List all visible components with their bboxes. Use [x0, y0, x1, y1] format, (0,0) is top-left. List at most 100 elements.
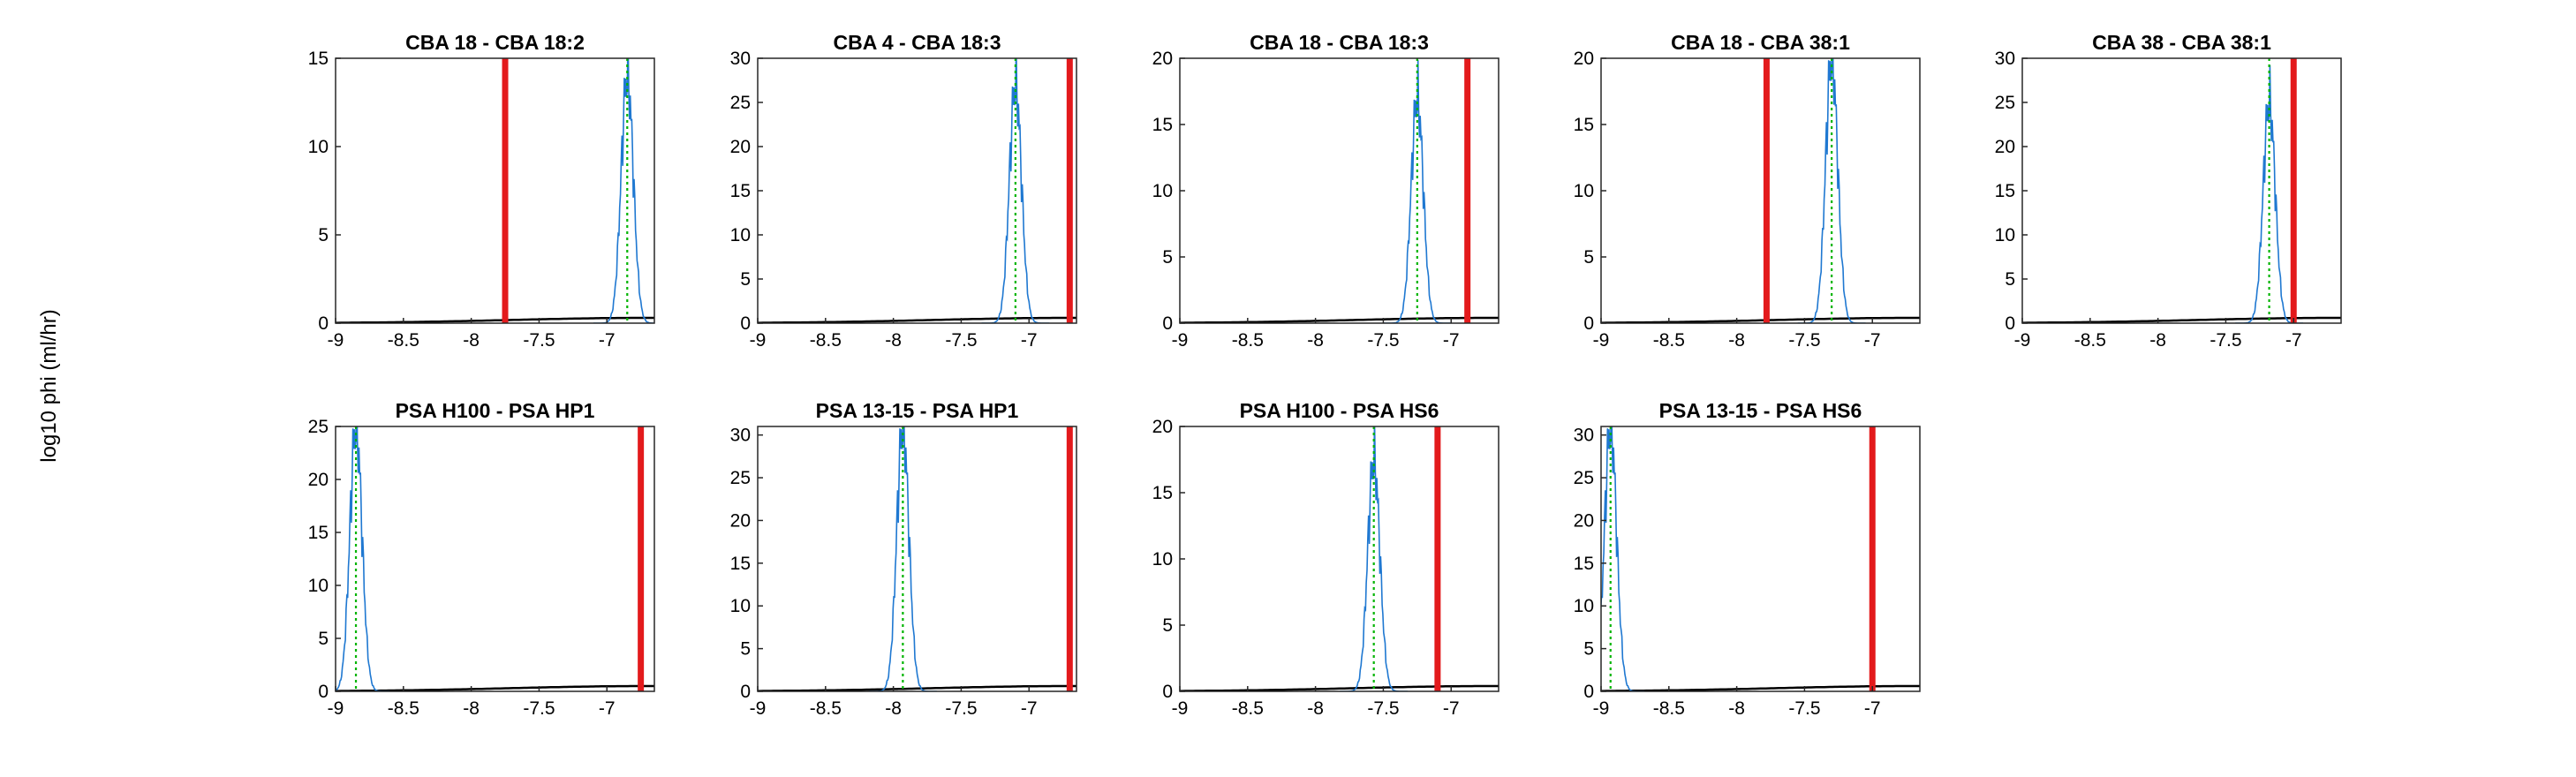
x-tick-label: -8.5	[388, 330, 419, 351]
x-tick-label: -8.5	[1232, 330, 1264, 351]
subplot-3: -9 -8.5 -8 -7.5 -7 0 5 10 15 20 CBA 18 - CBA 18:3	[1152, 31, 1500, 351]
histogram-trace	[1383, 59, 1452, 323]
y-tick-label: 10	[1995, 225, 2015, 245]
y-tick-label: 15	[1152, 483, 1173, 503]
x-tick-label: -7.5	[1367, 698, 1399, 719]
subplot-8: -9 -8.5 -8 -7.5 -7 0 5 10 15 20 PSA H100 - PSA HS6	[1152, 399, 1500, 719]
x-tick-label: -9	[328, 330, 344, 351]
y-tick-label: 25	[308, 417, 329, 437]
y-tick-label: 15	[1574, 115, 1594, 135]
plot-area	[336, 426, 654, 691]
density-curve	[758, 684, 1076, 691]
y-tick-label: 30	[730, 49, 751, 69]
x-tick-label: -7.5	[523, 330, 555, 351]
y-tick-label: 25	[730, 468, 751, 488]
subplot-title: CBA 18 - CBA 38:1	[1671, 31, 1850, 54]
y-tick-label: 10	[1152, 181, 1173, 201]
x-tick-label: -8	[1728, 330, 1745, 351]
y-tick-label: 5	[1583, 639, 1594, 660]
plot-area	[2022, 58, 2341, 323]
y-tick-label: 15	[1152, 115, 1173, 135]
subplot-title: CBA 18 - CBA 18:2	[405, 31, 585, 54]
density-curve	[1601, 316, 1920, 323]
y-tick-label: 15	[1574, 554, 1594, 574]
y-tick-label: 10	[1152, 549, 1173, 570]
y-tick-label: 0	[2005, 313, 2015, 334]
plot-area	[758, 426, 1076, 691]
y-tick-label: 10	[730, 225, 751, 245]
subplot-title: PSA H100 - PSA HS6	[1240, 399, 1439, 422]
x-tick-label: -7	[1443, 698, 1460, 719]
x-tick-label: -9	[1593, 698, 1610, 719]
y-tick-label: 5	[1162, 615, 1173, 636]
x-tick-label: -9	[1172, 330, 1189, 351]
y-tick-label: 30	[1574, 426, 1594, 446]
y-tick-label: 10	[1574, 596, 1594, 616]
x-tick-label: -7.5	[2210, 330, 2241, 351]
x-tick-label: -8	[1307, 330, 1324, 351]
subplot-title: PSA H100 - PSA HP1	[396, 399, 595, 422]
y-tick-label: 5	[318, 629, 329, 649]
x-tick-label: -7	[1021, 330, 1038, 351]
y-tick-label: 5	[740, 639, 751, 660]
subplot-title: CBA 38 - CBA 38:1	[2092, 31, 2271, 54]
x-tick-label: -8.5	[1232, 698, 1264, 719]
x-tick-label: -7	[2285, 330, 2302, 351]
x-tick-label: -8	[463, 330, 480, 351]
x-tick-label: -7.5	[945, 330, 977, 351]
x-tick-label: -9	[2014, 330, 2031, 351]
y-tick-label: 15	[730, 554, 751, 574]
density-curve	[336, 316, 654, 323]
x-tick-label: -7	[1021, 698, 1038, 719]
axes-box	[1600, 426, 1921, 692]
y-tick-label: 25	[1995, 93, 2015, 113]
axes-box	[757, 426, 1077, 692]
subplot-4: -9 -8.5 -8 -7.5 -7 0 5 10 15 20 CBA 18 - CBA 38:1	[1574, 31, 1921, 351]
x-tick-label: -8.5	[810, 698, 842, 719]
plot-area	[758, 58, 1076, 323]
x-tick-label: -9	[1593, 330, 1610, 351]
x-tick-label: -8.5	[810, 330, 842, 351]
x-tick-label: -8.5	[1653, 330, 1685, 351]
density-curve	[1601, 684, 1920, 691]
density-curve	[336, 684, 654, 691]
subplot-6: -9 -8.5 -8 -7.5 -7 0 5 10 15 20 25 PSA H100 - PSA H…	[308, 399, 655, 719]
x-tick-label: -7	[1864, 698, 1881, 719]
plot-area	[1180, 58, 1499, 323]
y-tick-label: 15	[730, 181, 751, 201]
subplot-2: -9 -8.5 -8 -7.5 -7 0 5 10 15 20 25 30 CBA 4 - CBA 18…	[730, 31, 1077, 351]
density-curve	[1180, 316, 1499, 323]
y-tick-label: 20	[1574, 510, 1594, 531]
x-tick-label: -8	[885, 698, 902, 719]
x-tick-label: -8.5	[1653, 698, 1685, 719]
x-tick-label: -8	[1728, 698, 1745, 719]
subplot-title: CBA 18 - CBA 18:3	[1250, 31, 1429, 54]
y-tick-label: 25	[1574, 468, 1594, 488]
y-tick-label: 20	[730, 510, 751, 531]
figure-ylabel: log10 phi (ml/hr)	[37, 309, 61, 463]
y-tick-label: 5	[1162, 247, 1173, 268]
subplot-title: PSA 13-15 - PSA HP1	[816, 399, 1019, 422]
subplot-7: -9 -8.5 -8 -7.5 -7 0 5 10 15 20 25 30 PSA 13-15 - PS…	[730, 399, 1077, 719]
x-tick-label: -8	[1307, 698, 1324, 719]
density-curve	[758, 316, 1076, 323]
y-tick-label: 20	[1574, 49, 1594, 69]
y-tick-label: 20	[1152, 49, 1173, 69]
y-tick-label: 5	[1583, 247, 1594, 268]
y-tick-label: 0	[1162, 682, 1173, 702]
x-tick-label: -8	[885, 330, 902, 351]
axes-box	[335, 57, 655, 324]
x-tick-label: -7.5	[1788, 330, 1820, 351]
x-tick-label: -9	[750, 698, 767, 719]
y-tick-label: 15	[308, 523, 329, 543]
y-tick-label: 5	[318, 225, 329, 245]
plot-area	[1601, 426, 1920, 691]
x-tick-label: -7	[599, 698, 616, 719]
y-tick-label: 20	[1995, 137, 2015, 157]
axes-box	[757, 57, 1077, 324]
x-tick-label: -7.5	[945, 698, 977, 719]
x-tick-label: -9	[1172, 698, 1189, 719]
y-tick-label: 30	[730, 426, 751, 446]
